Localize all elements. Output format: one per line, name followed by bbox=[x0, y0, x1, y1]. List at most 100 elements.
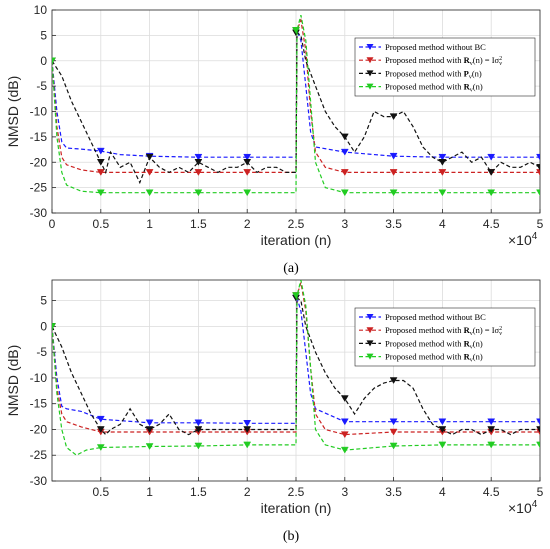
legend-marker bbox=[366, 327, 374, 334]
data-marker bbox=[438, 426, 447, 433]
x-tick-label: 5 bbox=[537, 217, 544, 231]
data-marker bbox=[194, 159, 203, 166]
x-tick-label: 0.5 bbox=[92, 217, 109, 231]
x-tick-label: 2.5 bbox=[288, 217, 305, 231]
series-line bbox=[52, 17, 540, 173]
legend: Proposed method without BC Proposed metho… bbox=[354, 307, 536, 367]
data-marker bbox=[536, 189, 540, 197]
x-tick-label: 1.5 bbox=[190, 485, 207, 499]
data-marker bbox=[340, 148, 349, 156]
x-tick-label: 3 bbox=[341, 217, 348, 231]
series-line bbox=[52, 30, 540, 158]
y-tick-label: -25 bbox=[30, 448, 48, 462]
y-axis-label: NMSD (dB) bbox=[5, 76, 21, 148]
legend-label: Proposed method with Rv(n) bbox=[385, 338, 483, 350]
data-marker bbox=[243, 420, 252, 427]
legend-marker bbox=[366, 83, 374, 90]
y-tick-label: -20 bbox=[30, 155, 48, 169]
data-marker bbox=[487, 418, 496, 426]
y-tick-label: 0 bbox=[40, 319, 47, 333]
data-marker bbox=[438, 159, 447, 166]
x-axis-label: iteration (n) bbox=[261, 500, 332, 516]
data-marker bbox=[438, 441, 447, 449]
data-marker bbox=[340, 189, 349, 197]
x-multiplier-label: ×104 bbox=[508, 231, 538, 248]
data-marker bbox=[292, 27, 300, 34]
x-tick-label: 3.5 bbox=[385, 217, 402, 231]
data-marker bbox=[194, 442, 203, 450]
legend-item-1: Proposed method without BC bbox=[359, 42, 486, 52]
x-tick-label: 1 bbox=[146, 485, 153, 499]
legend-label: Proposed method without BC bbox=[385, 312, 486, 322]
legend: Proposed method without BC Proposed metho… bbox=[354, 37, 536, 97]
legend-label: Proposed method without BC bbox=[385, 42, 486, 52]
y-tick-label: -30 bbox=[30, 474, 48, 488]
y-tick-label: -25 bbox=[30, 181, 48, 195]
data-marker bbox=[438, 418, 447, 426]
series-line bbox=[52, 297, 540, 424]
data-marker bbox=[487, 441, 496, 449]
x-tick-label: 4 bbox=[439, 485, 446, 499]
x-tick-label: 4.5 bbox=[483, 485, 500, 499]
data-marker bbox=[340, 395, 349, 403]
y-tick-label: -15 bbox=[30, 130, 48, 144]
series-line bbox=[52, 31, 540, 185]
data-marker bbox=[243, 169, 252, 176]
series-line bbox=[52, 296, 540, 436]
data-marker bbox=[145, 169, 154, 176]
legend-marker bbox=[366, 353, 374, 360]
y-tick-label: 0 bbox=[40, 54, 47, 68]
legend-label: Proposed method with Rv(n) = Iσ2 v bbox=[385, 55, 502, 67]
x-tick-label: 4 bbox=[439, 217, 446, 231]
panel-caption: (a) bbox=[283, 261, 299, 276]
data-marker bbox=[194, 153, 203, 161]
data-marker bbox=[536, 153, 540, 161]
data-marker bbox=[194, 189, 203, 197]
data-marker bbox=[243, 153, 252, 161]
data-marker bbox=[194, 419, 203, 427]
legend-label: Proposed method with Rv(n) = Iσ2 v bbox=[385, 325, 502, 337]
data-marker bbox=[389, 189, 398, 197]
data-marker bbox=[389, 442, 398, 450]
data-marker bbox=[487, 426, 496, 433]
panel-caption: (b) bbox=[283, 529, 300, 544]
data-marker bbox=[340, 133, 349, 141]
data-marker bbox=[389, 113, 398, 121]
data-marker bbox=[389, 152, 398, 160]
data-marker bbox=[145, 443, 154, 450]
series-4 bbox=[52, 14, 540, 197]
data-marker bbox=[243, 441, 252, 449]
y-tick-label: -10 bbox=[30, 371, 48, 385]
x-tick-label: 4.5 bbox=[483, 217, 500, 231]
legend-item-4: Proposed method with Rv(n) bbox=[359, 352, 483, 364]
data-marker bbox=[389, 169, 398, 176]
legend-box bbox=[354, 307, 536, 367]
legend-item-2: Proposed method with Rv(n) = Iσ2 v bbox=[359, 325, 502, 337]
legend-item-4: Proposed method with Rv(n) bbox=[359, 82, 483, 94]
data-marker bbox=[243, 159, 252, 166]
data-marker bbox=[487, 153, 496, 161]
series-4 bbox=[52, 280, 540, 456]
x-tick-label: 3.5 bbox=[385, 485, 402, 499]
y-tick-label: -5 bbox=[36, 345, 47, 359]
legend-marker bbox=[366, 314, 374, 320]
legend-box bbox=[354, 37, 536, 97]
data-marker bbox=[96, 147, 105, 155]
x-tick-label: 0.5 bbox=[92, 485, 109, 499]
series-line bbox=[52, 280, 540, 456]
x-tick-label: 5 bbox=[537, 485, 544, 499]
data-marker bbox=[145, 426, 154, 433]
x-tick-label: 2 bbox=[244, 217, 251, 231]
data-marker bbox=[438, 169, 447, 176]
y-tick-label: -5 bbox=[36, 79, 47, 93]
data-marker bbox=[487, 189, 496, 197]
series-line bbox=[52, 14, 540, 194]
data-marker bbox=[536, 164, 540, 171]
legend-label: Proposed method with Rv(n) bbox=[385, 352, 483, 364]
series-3 bbox=[52, 294, 540, 436]
y-tick-label: -15 bbox=[30, 397, 48, 411]
chart-panel-a: 0 0.5 1 1.5 2 2.5 3 3.5 4 4.5 5 10 5 0 -5 -10 -15 -20 -25 -… bbox=[5, 3, 544, 276]
y-tick-label: 10 bbox=[34, 3, 48, 17]
data-marker bbox=[243, 426, 252, 433]
